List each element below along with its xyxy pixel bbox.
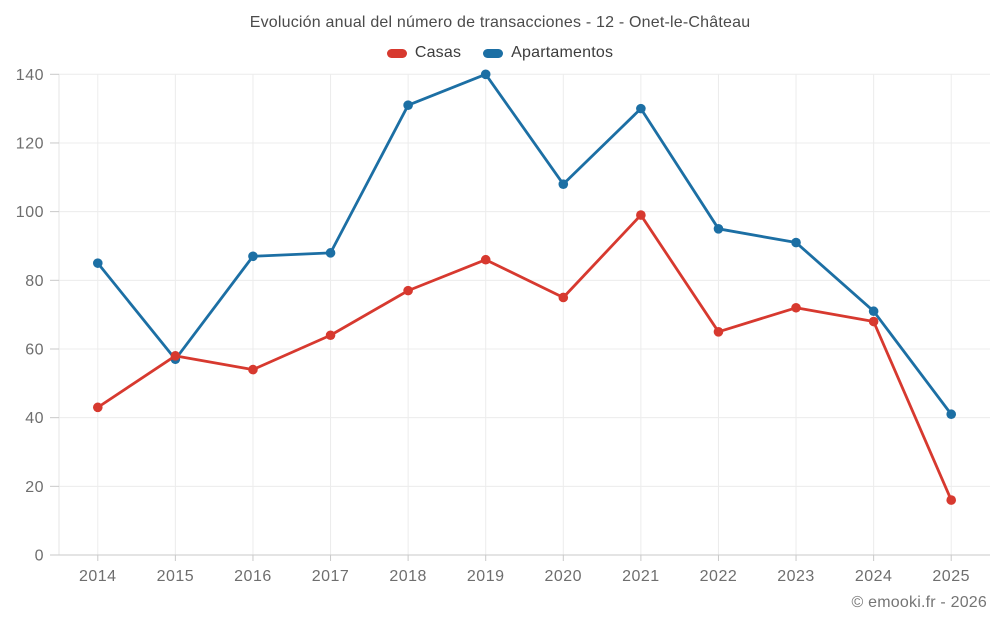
x-tick-label: 2017 [312, 568, 350, 585]
legend-label-apartamentos: Apartamentos [511, 44, 614, 61]
data-point-apartamentos [791, 237, 801, 248]
y-tick-label: 40 [25, 410, 44, 427]
data-point-casas [480, 254, 491, 265]
data-point-casas [868, 316, 879, 327]
series-line-apartamentos [96, 72, 953, 416]
data-point-apartamentos [868, 306, 879, 317]
y-tick-label: 0 [35, 548, 44, 565]
y-tick-label: 140 [16, 67, 44, 84]
y-tick-label: 20 [25, 479, 44, 496]
y-tick-label: 60 [25, 341, 44, 358]
chart-title: Evolución anual del número de transaccio… [249, 14, 751, 31]
data-point-apartamentos [92, 258, 103, 268]
y-tick-label: 100 [16, 204, 44, 221]
x-tick-label: 2025 [932, 568, 970, 585]
data-point-apartamentos [325, 248, 336, 258]
y-tick-label: 120 [16, 135, 44, 152]
data-point-casas [558, 292, 569, 303]
data-point-casas [791, 302, 801, 313]
x-tick-label: 2024 [855, 568, 893, 585]
data-point-casas [170, 351, 181, 361]
series-line-casas [96, 213, 953, 502]
x-tick-label: 2022 [700, 568, 738, 585]
data-point-casas [325, 330, 336, 341]
x-tick-label: 2023 [777, 568, 815, 585]
x-tick-label: 2019 [467, 568, 505, 585]
x-tick-label: 2014 [79, 568, 117, 585]
data-point-casas [636, 210, 646, 220]
data-point-casas [946, 495, 957, 505]
y-tick-label: 80 [25, 273, 44, 290]
data-point-apartamentos [636, 103, 646, 114]
copyright-footer: © emooki.fr - 2026 [851, 594, 987, 611]
apartamentos-series-swatch-icon [483, 48, 504, 58]
legend-item-casas[interactable]: Casas [386, 44, 462, 62]
data-point-apartamentos [713, 224, 724, 234]
data-point-casas [248, 364, 258, 375]
legend-label-casas: Casas [414, 44, 462, 61]
data-point-apartamentos [558, 179, 569, 189]
x-tick-label: 2018 [389, 568, 427, 585]
data-point-apartamentos [946, 409, 957, 420]
data-point-apartamentos [403, 100, 413, 111]
legend-item-apartamentos[interactable]: Apartamentos [483, 44, 613, 62]
x-tick-label: 2021 [622, 568, 660, 585]
data-point-apartamentos [248, 251, 258, 262]
x-tick-label: 2020 [544, 568, 582, 585]
casas-series-swatch-icon [386, 48, 407, 58]
data-point-casas [92, 402, 103, 413]
data-point-apartamentos [480, 69, 491, 80]
chart-legend: Casas Apartamentos [0, 44, 1000, 62]
x-tick-label: 2016 [234, 568, 272, 585]
data-point-casas [403, 285, 413, 296]
x-tick-label: 2015 [157, 568, 195, 585]
data-point-casas [713, 327, 724, 337]
